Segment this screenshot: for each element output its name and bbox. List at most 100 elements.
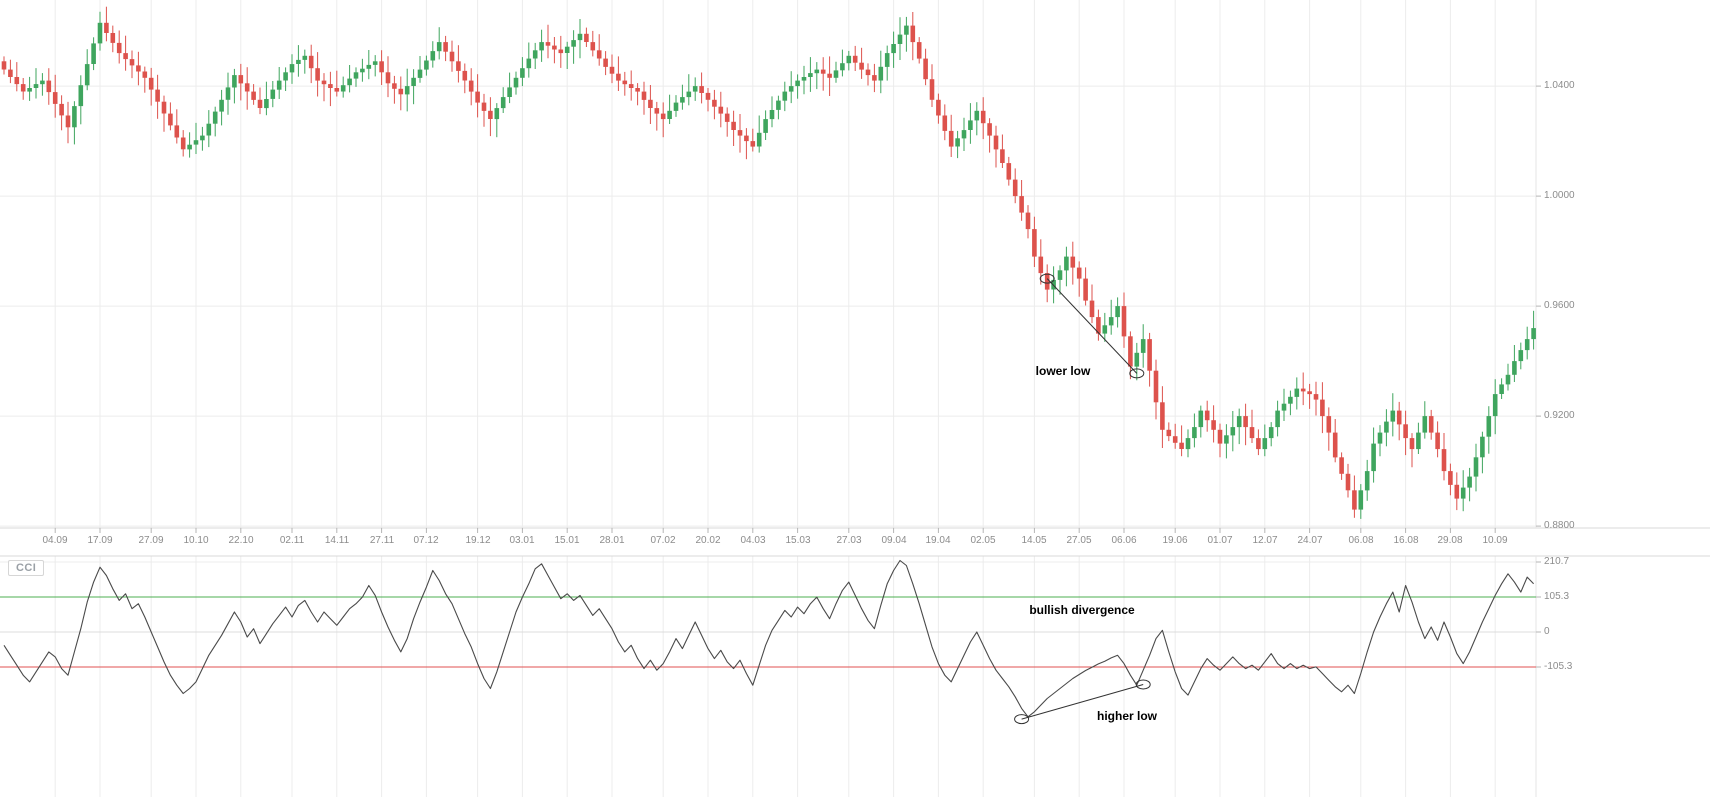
time-axis-label: 04.03 — [740, 535, 766, 546]
candle — [385, 56, 391, 98]
cci-axis[interactable]: 210.7 105.3 0 -105.3 — [1536, 556, 1710, 797]
candle — [1204, 400, 1210, 432]
time-axis-label: 15.01 — [554, 535, 580, 546]
swing-point-circle[interactable] — [1014, 714, 1030, 725]
candle — [980, 97, 986, 140]
price-axis-label: 0.8800 — [1544, 520, 1575, 531]
candle — [232, 68, 237, 104]
candle — [1192, 413, 1197, 448]
annotation-bullish-divergence[interactable]: bullish divergence — [1029, 603, 1135, 617]
time-axis-label: 14.05 — [1021, 535, 1047, 546]
candle — [193, 122, 199, 154]
candle — [1467, 467, 1472, 502]
candle — [520, 57, 525, 87]
candle — [411, 69, 416, 105]
candle — [1499, 378, 1504, 399]
candle — [251, 84, 256, 105]
candle — [129, 50, 135, 79]
candle — [1256, 429, 1261, 456]
swing-point-circle[interactable] — [1129, 368, 1145, 379]
lower-low-trendline[interactable] — [1039, 273, 1145, 379]
time-axis-label: 10.10 — [183, 535, 209, 546]
candle — [123, 35, 128, 71]
cci-indicator-label[interactable]: CCI — [8, 560, 45, 576]
candle — [916, 37, 922, 64]
cci-levels — [0, 596, 1536, 668]
swing-point-circle[interactable] — [1039, 273, 1055, 284]
candle — [161, 95, 167, 132]
candle — [788, 71, 794, 104]
candle — [40, 73, 45, 96]
candle — [270, 81, 276, 108]
candle — [379, 50, 384, 85]
candle — [1441, 433, 1447, 481]
time-axis-label: 04.09 — [42, 535, 68, 546]
cci-axis-label: 0 — [1544, 626, 1550, 637]
candle — [1179, 425, 1184, 457]
higher-low-trendline[interactable] — [1014, 679, 1151, 725]
candle — [366, 50, 372, 80]
candle — [712, 89, 717, 120]
candle — [404, 68, 410, 112]
candle — [1377, 425, 1383, 457]
candle — [78, 75, 84, 125]
annotation-lower-low[interactable]: lower low — [1035, 364, 1091, 378]
time-axis-label: 27.05 — [1066, 535, 1092, 546]
candle — [1486, 406, 1492, 454]
candle — [532, 42, 538, 69]
candle — [436, 27, 442, 60]
time-axis-label: 07.02 — [650, 535, 676, 546]
time-axis-label: 19.12 — [465, 535, 491, 546]
candle — [648, 85, 653, 124]
candle — [321, 73, 327, 102]
candle — [795, 74, 800, 99]
candle — [1281, 388, 1287, 421]
annotation-higher-low[interactable]: higher low — [1097, 709, 1157, 723]
candle — [968, 103, 973, 144]
time-axis-label: 20.02 — [695, 535, 721, 546]
candle — [443, 35, 448, 62]
candle — [1326, 407, 1332, 451]
candle — [1512, 345, 1517, 382]
candle — [507, 72, 512, 104]
cci-line[interactable] — [3, 559, 1534, 718]
candle — [660, 102, 666, 138]
candle — [46, 68, 52, 105]
candle — [596, 34, 602, 66]
axis-ticks — [54, 85, 1541, 668]
candle — [116, 30, 122, 64]
candle — [372, 55, 378, 77]
candle — [1102, 312, 1108, 342]
candle — [353, 67, 359, 87]
candle — [622, 71, 628, 96]
candle — [1288, 390, 1293, 416]
time-axis[interactable]: 04.09 17.09 27.09 10.10 22.10 02.11 14.11 27.11… — [0, 528, 1536, 556]
candle — [347, 65, 352, 93]
candle — [827, 56, 832, 96]
candle — [1096, 309, 1101, 341]
candle — [110, 25, 116, 53]
candle — [91, 37, 96, 71]
candle — [65, 101, 71, 144]
candle — [744, 128, 749, 160]
candle — [699, 72, 704, 104]
time-axis-label: 27.09 — [138, 535, 164, 546]
candle — [929, 64, 935, 107]
candle — [180, 130, 186, 157]
price-axis[interactable]: 1.0400 1.0000 0.9600 0.9200 0.8800 — [1536, 0, 1710, 531]
price-axis-label: 0.9600 — [1544, 300, 1575, 311]
candle — [456, 45, 461, 83]
candle — [987, 118, 992, 153]
candle — [148, 67, 154, 106]
candle — [872, 63, 877, 93]
candle — [174, 109, 180, 144]
candle — [27, 76, 32, 101]
candle — [430, 41, 436, 68]
candle — [1435, 421, 1440, 458]
time-axis-label: 19.04 — [925, 535, 951, 546]
candle — [571, 30, 576, 64]
swing-point-circle[interactable] — [1135, 679, 1151, 690]
candle — [1454, 472, 1460, 511]
